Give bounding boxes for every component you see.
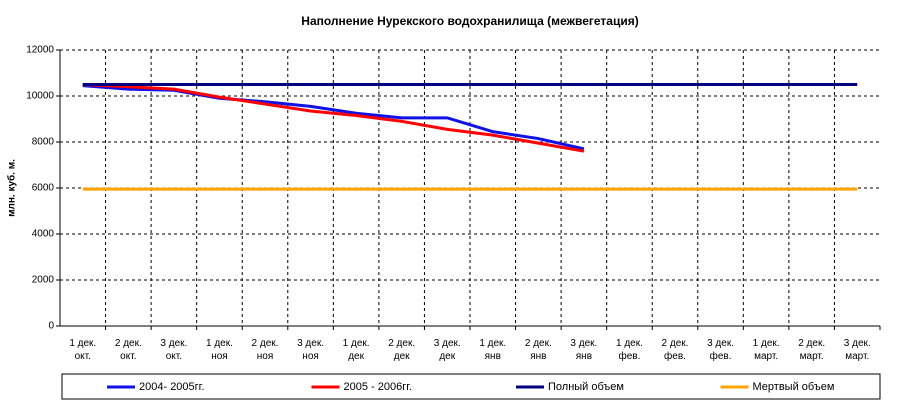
y-tick-label: 2000 [32, 275, 55, 286]
x-tick-label: 3 дек. окт. [160, 338, 188, 362]
y-tick-label: 4000 [32, 229, 55, 240]
x-tick-label: 2 дек. фев. [661, 338, 689, 362]
y-tick-label: 8000 [32, 137, 55, 148]
x-tick-label: 3 дек. дек [433, 338, 461, 362]
y-tick-label: 0 [48, 321, 54, 332]
legend-box [61, 373, 881, 400]
x-tick-label: 2 дек. март. [798, 338, 826, 362]
legend-label: Полный объем [548, 381, 624, 393]
x-tick-label: 3 дек. март. [843, 338, 871, 362]
x-tick-label: 1 дек. март. [752, 338, 780, 362]
x-tick-label: 3 дек. янв [570, 338, 598, 362]
x-tick-label: 1 дек. ноя [205, 338, 233, 362]
legend-label: Мертвый объем [753, 381, 835, 393]
x-tick-label: 1 дек. дек [342, 338, 370, 362]
x-tick-label: 2 дек. окт. [114, 338, 142, 362]
x-tick-label: 2 дек. дек [388, 338, 416, 362]
y-tick-label: 12000 [26, 45, 54, 56]
x-tick-label: 2 дек. янв [524, 338, 552, 362]
x-tick-label: 3 дек. фев. [707, 338, 734, 362]
legend-label: 2004- 2005гг. [139, 381, 204, 393]
x-tick-label: 1 дек. янв [479, 338, 507, 362]
x-tick-label: 1 дек. окт. [69, 338, 97, 362]
x-tick-label: 2 дек. ноя [251, 338, 279, 362]
legend-label: 2005 - 2006гг. [344, 381, 412, 393]
chart-title: Наполнение Нурекского водохранилища (меж… [301, 14, 638, 28]
y-tick-label: 6000 [32, 183, 55, 194]
x-tick-label: 1 дек. фев. [615, 338, 643, 362]
y-axis-label: млн. куб. м. [6, 159, 18, 217]
x-tick-label: 3 дек. ноя [297, 338, 324, 362]
series-line [82, 83, 585, 153]
y-tick-label: 10000 [26, 91, 54, 102]
